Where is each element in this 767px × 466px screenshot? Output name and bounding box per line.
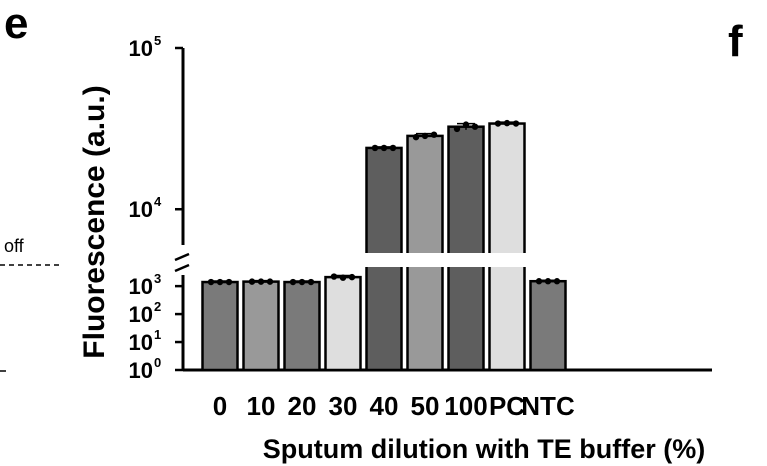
x-tick-label-20: 20 (288, 391, 317, 421)
y-tick-exponent: 4 (154, 194, 162, 209)
replicate-point (462, 121, 470, 128)
x-tick-label-NTC: NTC (521, 391, 575, 421)
bar-upper-50 (406, 134, 444, 257)
replicate-point (289, 278, 297, 286)
y-tick-label: 10 (129, 197, 153, 222)
y-tick-label: 10 (129, 330, 153, 355)
axis-break-mark (174, 263, 190, 273)
bar-break-gap (487, 253, 527, 267)
y-tick-label: 10 (129, 358, 153, 383)
x-tick-label-40: 40 (370, 391, 399, 421)
x-tick-label-10: 10 (247, 391, 276, 421)
replicate-point (471, 123, 479, 130)
y-tick-exponent: 5 (154, 33, 161, 48)
replicate-point (380, 144, 388, 152)
bar-10 (242, 280, 280, 372)
replicate-point (248, 278, 256, 285)
bar-20 (283, 280, 321, 372)
bar-lower-100 (447, 263, 485, 372)
x-tick-label-100: 100 (444, 391, 487, 421)
y-tick-exponent: 3 (154, 271, 161, 286)
bar-break-gap (446, 253, 486, 267)
x-tick-label-0: 0 (213, 391, 227, 421)
replicate-point (544, 278, 552, 285)
replicate-point (298, 278, 306, 286)
replicate-point (494, 120, 502, 127)
bar-break-gap (405, 253, 445, 267)
side-label-off: off (4, 236, 25, 256)
bar-upper-40 (365, 146, 403, 257)
bar-30 (324, 275, 362, 372)
replicate-point (348, 273, 356, 281)
bar-0 (201, 280, 239, 372)
axis-break-mark (174, 252, 190, 262)
replicate-point (389, 144, 397, 152)
bar-NTC (529, 279, 567, 372)
bar-upper-PC (488, 122, 526, 257)
x-tick-label-PC: PC (489, 391, 525, 421)
replicate-point (339, 274, 347, 281)
x-axis-title: Sputum dilution with TE buffer (%) (263, 434, 705, 464)
y-axis-title: Fluorescence (a.u.) (78, 85, 111, 358)
y-tick-label: 10 (129, 36, 153, 61)
y-tick-exponent: 1 (154, 327, 161, 342)
bar-break-gap (364, 253, 404, 267)
y-tick-label: 10 (129, 302, 153, 327)
panel-letter-f: f (728, 17, 743, 66)
replicate-point (330, 273, 338, 280)
x-tick-label-30: 30 (329, 391, 358, 421)
bar-lower-40 (365, 263, 403, 372)
replicate-point (207, 278, 215, 286)
replicate-point (225, 278, 233, 286)
x-tick-label-50: 50 (411, 391, 440, 421)
replicate-point (503, 119, 511, 127)
replicate-point (266, 278, 274, 285)
y-tick-exponent: 2 (154, 299, 161, 314)
replicate-point (216, 278, 224, 286)
replicate-point (453, 125, 461, 133)
bar-upper-100 (447, 125, 485, 257)
replicate-point (307, 278, 315, 286)
replicate-point (535, 278, 543, 285)
bar-lower-50 (406, 263, 444, 372)
replicate-point (371, 144, 379, 152)
y-tick-exponent: 0 (154, 355, 161, 370)
replicate-point (512, 120, 520, 127)
y-tick-label: 10 (129, 274, 153, 299)
panel-letter-e: e (4, 0, 28, 48)
replicate-point (553, 278, 561, 285)
replicate-point (421, 132, 429, 140)
replicate-point (257, 278, 265, 285)
bar-lower-PC (488, 263, 526, 372)
replicate-point (412, 133, 420, 141)
replicate-point (430, 131, 438, 138)
